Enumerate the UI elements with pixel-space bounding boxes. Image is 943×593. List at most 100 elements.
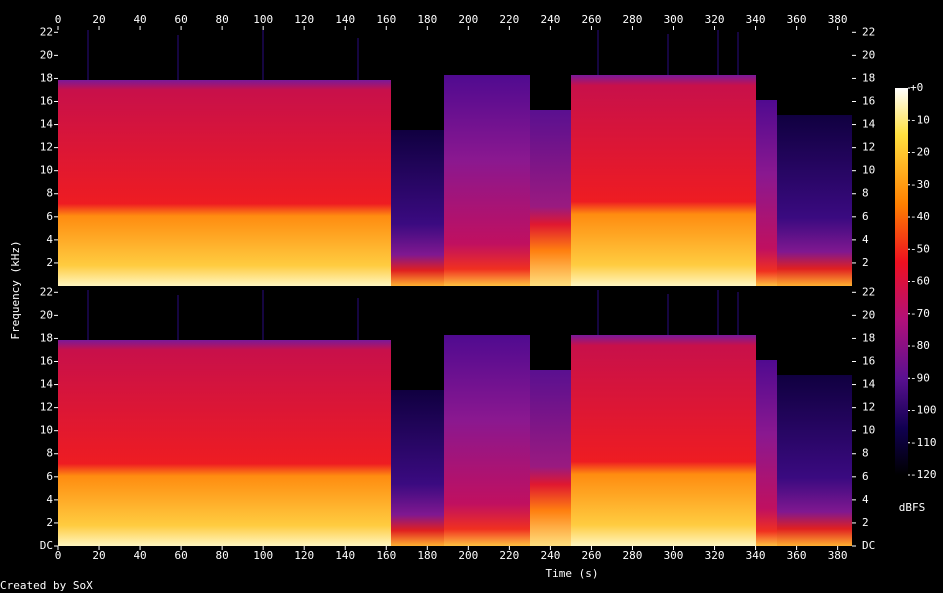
y-tick-label: 8 bbox=[862, 447, 869, 460]
x-tick-label: 20 bbox=[92, 13, 105, 26]
y-tick-label: 8 bbox=[46, 447, 53, 460]
y-tick-label: 16 bbox=[40, 94, 53, 107]
y-tick-label: 2 bbox=[862, 516, 869, 529]
x-tick-label: 60 bbox=[174, 549, 187, 562]
x-tick-label: 320 bbox=[705, 13, 725, 26]
x-tick-label: 100 bbox=[253, 13, 273, 26]
x-tick-label: 120 bbox=[294, 13, 314, 26]
y-tick-label: 16 bbox=[40, 354, 53, 367]
y-axis-label: Frequency (kHz) bbox=[9, 240, 22, 339]
x-tick-label: 340 bbox=[746, 549, 766, 562]
x-tick-label: 300 bbox=[664, 13, 684, 26]
x-tick-label: 300 bbox=[664, 549, 684, 562]
y-tick-label: 16 bbox=[862, 94, 875, 107]
x-tick-label: 260 bbox=[581, 549, 601, 562]
x-tick-label: 40 bbox=[133, 13, 146, 26]
colorbar-tick-label: -120 bbox=[910, 468, 937, 481]
y-tick-label: 6 bbox=[46, 210, 53, 223]
y-tick-label: 22 bbox=[40, 25, 53, 38]
y-tick-label: 22 bbox=[862, 25, 875, 38]
y-tick-label: 6 bbox=[46, 470, 53, 483]
y-tick-label: 22 bbox=[40, 285, 53, 298]
x-tick-label: 180 bbox=[417, 13, 437, 26]
x-tick-label: 220 bbox=[499, 549, 519, 562]
x-tick-label: 320 bbox=[705, 549, 725, 562]
credit: Created by SoX bbox=[0, 579, 93, 592]
y-tick-label: 14 bbox=[40, 118, 54, 131]
x-tick-label: 140 bbox=[335, 13, 355, 26]
colorbar-label: dBFS bbox=[899, 501, 926, 514]
colorbar-tick-label: -20 bbox=[910, 146, 930, 159]
x-tick-label: 340 bbox=[746, 13, 766, 26]
x-tick-label: 0 bbox=[55, 549, 62, 562]
y-tick-label: 10 bbox=[862, 424, 875, 437]
y-tick-label: 14 bbox=[40, 378, 54, 391]
y-tick-label: 10 bbox=[862, 164, 875, 177]
x-tick-label: 80 bbox=[216, 549, 229, 562]
x-tick-label: 140 bbox=[335, 549, 355, 562]
x-tick-label: 360 bbox=[787, 549, 807, 562]
colorbar bbox=[895, 88, 908, 475]
y-tick-label: 4 bbox=[862, 233, 869, 246]
y-tick-label: 4 bbox=[862, 493, 869, 506]
x-tick-label: 280 bbox=[623, 13, 643, 26]
y-tick-label: 2 bbox=[46, 516, 53, 529]
y-tick-label: 16 bbox=[862, 354, 875, 367]
y-tick-label: 4 bbox=[46, 233, 53, 246]
colorbar-tick-label: -50 bbox=[910, 242, 930, 255]
x-tick-label: 80 bbox=[216, 13, 229, 26]
x-tick-label: 240 bbox=[540, 13, 560, 26]
y-tick-label: 12 bbox=[40, 141, 53, 154]
y-tick-label: 20 bbox=[40, 48, 53, 61]
x-tick-label: 160 bbox=[376, 13, 396, 26]
y-tick-label: 2 bbox=[46, 256, 53, 269]
x-tick-label: 120 bbox=[294, 549, 314, 562]
y-tick-label: 18 bbox=[862, 71, 875, 84]
y-tick-label: 6 bbox=[862, 470, 869, 483]
colorbar-tick-label: -80 bbox=[910, 339, 930, 352]
x-tick-label: 240 bbox=[540, 549, 560, 562]
colorbar-tick-label: -10 bbox=[910, 113, 930, 126]
x-tick-label: 200 bbox=[458, 549, 478, 562]
y-tick-label: 12 bbox=[862, 141, 875, 154]
y-tick-label: 2 bbox=[862, 256, 869, 269]
spectrogram bbox=[57, 289, 853, 547]
x-axis-label: Time (s) bbox=[546, 567, 599, 580]
y-tick-label: 10 bbox=[40, 424, 53, 437]
y-tick-label: 10 bbox=[40, 164, 53, 177]
colorbar-tick-label: -40 bbox=[910, 210, 930, 223]
y-tick-label: 4 bbox=[46, 493, 53, 506]
y-tick-label: 20 bbox=[862, 48, 875, 61]
x-tick-label: 280 bbox=[623, 549, 643, 562]
y-tick-label: 18 bbox=[40, 331, 53, 344]
y-tick-label: 8 bbox=[862, 187, 869, 200]
y-tick-label: 20 bbox=[862, 308, 875, 321]
y-tick-label: 14 bbox=[862, 378, 876, 391]
x-tick-label: 40 bbox=[133, 549, 146, 562]
y-tick-label: 20 bbox=[40, 308, 53, 321]
y-tick-label: 14 bbox=[862, 118, 876, 131]
colorbar-tick-label: +0 bbox=[910, 81, 923, 94]
x-tick-label: 180 bbox=[417, 549, 437, 562]
x-tick-label: 380 bbox=[828, 549, 848, 562]
spectrogram bbox=[57, 29, 853, 287]
y-tick-label: DC bbox=[862, 539, 875, 552]
y-tick-label: 12 bbox=[862, 401, 875, 414]
y-tick-label: 6 bbox=[862, 210, 869, 223]
x-tick-label: 20 bbox=[92, 549, 105, 562]
colorbar-tick-label: -30 bbox=[910, 178, 930, 191]
y-tick-label: 12 bbox=[40, 401, 53, 414]
colorbar-tick-label: -60 bbox=[910, 275, 930, 288]
x-tick-label: 160 bbox=[376, 549, 396, 562]
x-tick-label: 360 bbox=[787, 13, 807, 26]
y-tick-label: 18 bbox=[862, 331, 875, 344]
y-tick-label: DC bbox=[40, 539, 53, 552]
y-tick-label: 22 bbox=[862, 285, 875, 298]
colorbar-tick-label: -90 bbox=[910, 371, 930, 384]
x-tick-label: 60 bbox=[174, 13, 187, 26]
x-tick-label: 260 bbox=[581, 13, 601, 26]
x-tick-label: 0 bbox=[55, 13, 62, 26]
y-tick-label: 18 bbox=[40, 71, 53, 84]
x-tick-label: 200 bbox=[458, 13, 478, 26]
